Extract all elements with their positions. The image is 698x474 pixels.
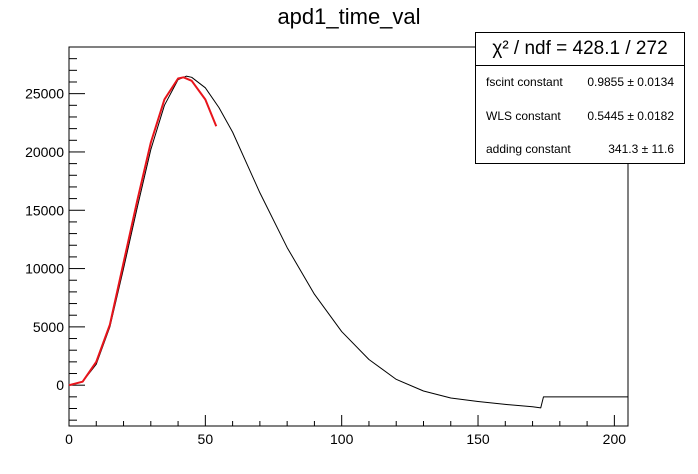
x-tick-label: 0 [65, 431, 73, 447]
fit-curve-line [68, 76, 218, 387]
x-tick-label: 200 [603, 431, 627, 447]
stats-row-value: 0.9855 ± 0.0134 [587, 75, 674, 89]
stats-row-label: fscint constant [486, 75, 563, 89]
y-tick-label: 0 [56, 377, 64, 393]
stats-row-wls: WLS constant 0.5445 ± 0.0182 [486, 109, 674, 123]
y-tick-label: 25000 [25, 86, 64, 102]
y-tick-label: 20000 [25, 144, 64, 160]
x-tick-label: 100 [330, 431, 354, 447]
stats-row-value: 341.3 ± 11.6 [608, 142, 674, 156]
stats-row-adding: adding constant 341.3 ± 11.6 [486, 142, 674, 156]
stats-row-label: adding constant [486, 142, 571, 156]
stats-row-fscint: fscint constant 0.9855 ± 0.0134 [486, 75, 674, 89]
histogram-line [68, 75, 628, 409]
x-tick-label: 150 [466, 431, 490, 447]
chart-title: apd1_time_val [277, 4, 420, 29]
y-tick-label: 10000 [25, 261, 64, 277]
stats-row-label: WLS constant [486, 109, 561, 123]
x-tick-label: 50 [198, 431, 214, 447]
fit-stats-box: χ² / ndf = 428.1 / 272 fscint constant 0… [475, 32, 685, 164]
y-tick-label: 15000 [25, 202, 64, 218]
chi2-ndf-label: χ² / ndf = 428.1 / 272 [476, 33, 684, 66]
y-tick-label: 5000 [33, 319, 64, 335]
stats-row-value: 0.5445 ± 0.0182 [587, 109, 674, 123]
plot-frame [68, 46, 629, 427]
